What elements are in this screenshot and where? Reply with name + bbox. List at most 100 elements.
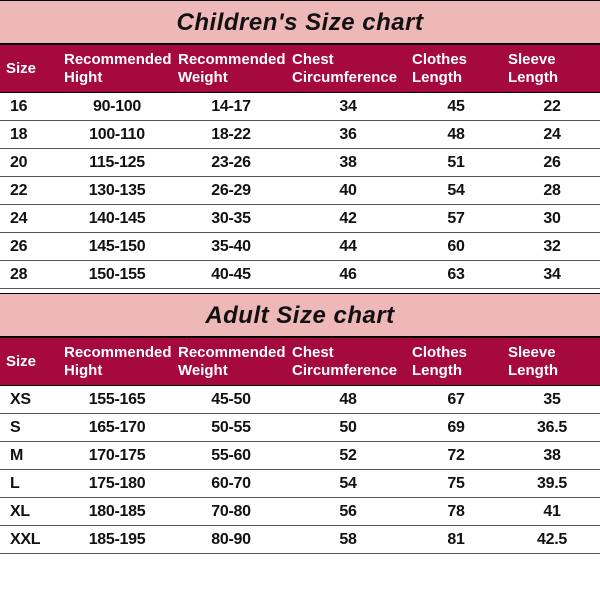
children-section: Children's Size chart Size Recommended H… — [0, 0, 600, 289]
cell-weight: 23-26 — [174, 149, 288, 177]
cell-sleeve: 39.5 — [504, 470, 600, 498]
table-row: M170-17555-60527238 — [0, 442, 600, 470]
table-row: 18100-11018-22364824 — [0, 121, 600, 149]
cell-size: 24 — [0, 205, 60, 233]
table-row: XS155-16545-50486735 — [0, 386, 600, 414]
col-header-length: Clothes Length — [408, 338, 504, 386]
adult-header-row: Size Recommended Hight Recommended Weigh… — [0, 338, 600, 386]
col-header-chest: Chest Circumference — [288, 338, 408, 386]
cell-weight: 40-45 — [174, 261, 288, 289]
table-row: XXL185-19580-90588142.5 — [0, 526, 600, 554]
children-table: Size Recommended Hight Recommended Weigh… — [0, 44, 600, 289]
cell-sleeve: 30 — [504, 205, 600, 233]
cell-weight: 30-35 — [174, 205, 288, 233]
cell-chest: 38 — [288, 149, 408, 177]
col-header-height: Recommended Hight — [60, 45, 174, 93]
cell-height: 145-150 — [60, 233, 174, 261]
cell-weight: 35-40 — [174, 233, 288, 261]
cell-height: 180-185 — [60, 498, 174, 526]
cell-length: 78 — [408, 498, 504, 526]
cell-size: 28 — [0, 261, 60, 289]
cell-size: 16 — [0, 93, 60, 121]
col-header-sleeve: Sleeve Length — [504, 45, 600, 93]
table-row: 22130-13526-29405428 — [0, 177, 600, 205]
cell-height: 115-125 — [60, 149, 174, 177]
cell-length: 75 — [408, 470, 504, 498]
cell-chest: 52 — [288, 442, 408, 470]
cell-size: M — [0, 442, 60, 470]
col-header-height: Recommended Hight — [60, 338, 174, 386]
col-header-weight: Recommended Weight — [174, 338, 288, 386]
cell-height: 140-145 — [60, 205, 174, 233]
cell-chest: 46 — [288, 261, 408, 289]
cell-sleeve: 41 — [504, 498, 600, 526]
cell-size: 26 — [0, 233, 60, 261]
col-header-chest: Chest Circumference — [288, 45, 408, 93]
cell-size: XS — [0, 386, 60, 414]
cell-sleeve: 38 — [504, 442, 600, 470]
cell-length: 81 — [408, 526, 504, 554]
adult-title-bar: Adult Size chart — [0, 293, 600, 337]
cell-height: 165-170 — [60, 414, 174, 442]
table-row: 1690-10014-17344522 — [0, 93, 600, 121]
cell-size: XXL — [0, 526, 60, 554]
adult-table: Size Recommended Hight Recommended Weigh… — [0, 337, 600, 554]
cell-chest: 42 — [288, 205, 408, 233]
cell-weight: 50-55 — [174, 414, 288, 442]
cell-sleeve: 24 — [504, 121, 600, 149]
cell-sleeve: 35 — [504, 386, 600, 414]
cell-height: 185-195 — [60, 526, 174, 554]
cell-chest: 34 — [288, 93, 408, 121]
cell-weight: 45-50 — [174, 386, 288, 414]
cell-size: XL — [0, 498, 60, 526]
table-row: L175-18060-70547539.5 — [0, 470, 600, 498]
cell-length: 72 — [408, 442, 504, 470]
table-row: S165-17050-55506936.5 — [0, 414, 600, 442]
col-header-size: Size — [0, 338, 60, 386]
cell-length: 69 — [408, 414, 504, 442]
cell-weight: 26-29 — [174, 177, 288, 205]
cell-chest: 50 — [288, 414, 408, 442]
col-header-sleeve: Sleeve Length — [504, 338, 600, 386]
cell-weight: 80-90 — [174, 526, 288, 554]
cell-weight: 70-80 — [174, 498, 288, 526]
cell-sleeve: 22 — [504, 93, 600, 121]
cell-size: L — [0, 470, 60, 498]
table-row: 26145-15035-40446032 — [0, 233, 600, 261]
cell-sleeve: 42.5 — [504, 526, 600, 554]
cell-chest: 48 — [288, 386, 408, 414]
cell-chest: 40 — [288, 177, 408, 205]
cell-length: 63 — [408, 261, 504, 289]
cell-length: 57 — [408, 205, 504, 233]
adult-section: Adult Size chart Size Recommended Hight … — [0, 293, 600, 554]
cell-height: 155-165 — [60, 386, 174, 414]
cell-chest: 44 — [288, 233, 408, 261]
cell-size: S — [0, 414, 60, 442]
cell-length: 51 — [408, 149, 504, 177]
col-header-length: Clothes Length — [408, 45, 504, 93]
table-row: 28150-15540-45466334 — [0, 261, 600, 289]
cell-sleeve: 32 — [504, 233, 600, 261]
table-row: 24140-14530-35425730 — [0, 205, 600, 233]
cell-sleeve: 28 — [504, 177, 600, 205]
table-row: XL180-18570-80567841 — [0, 498, 600, 526]
cell-height: 175-180 — [60, 470, 174, 498]
cell-weight: 55-60 — [174, 442, 288, 470]
col-header-size: Size — [0, 45, 60, 93]
cell-height: 100-110 — [60, 121, 174, 149]
cell-height: 150-155 — [60, 261, 174, 289]
col-header-weight: Recommended Weight — [174, 45, 288, 93]
cell-size: 22 — [0, 177, 60, 205]
cell-length: 48 — [408, 121, 504, 149]
cell-length: 45 — [408, 93, 504, 121]
children-title-text: Children's Size chart — [177, 9, 424, 36]
table-row: 20115-12523-26385126 — [0, 149, 600, 177]
cell-size: 20 — [0, 149, 60, 177]
adult-title-text: Adult Size chart — [205, 302, 394, 329]
cell-weight: 60-70 — [174, 470, 288, 498]
cell-weight: 18-22 — [174, 121, 288, 149]
children-title-bar: Children's Size chart — [0, 0, 600, 44]
cell-chest: 58 — [288, 526, 408, 554]
cell-height: 170-175 — [60, 442, 174, 470]
cell-weight: 14-17 — [174, 93, 288, 121]
